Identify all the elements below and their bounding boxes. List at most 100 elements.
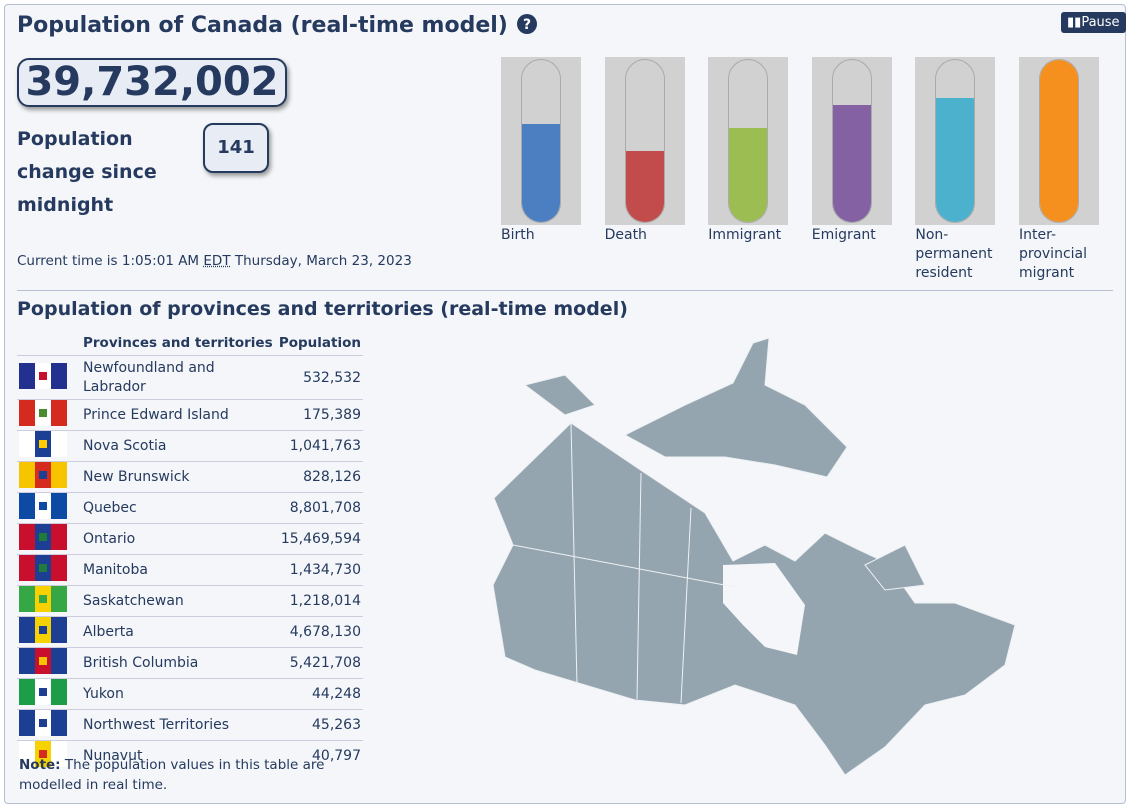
province-population: 828,126 <box>276 461 363 493</box>
gauge-tube <box>728 59 769 223</box>
gauge-fill <box>729 128 768 222</box>
flag <box>19 400 67 426</box>
flag-cell <box>17 461 81 493</box>
table-row: Prince Edward Island 175,389 <box>17 399 363 431</box>
table-row: Alberta 4,678,130 <box>17 616 363 648</box>
flag-cell <box>17 492 81 524</box>
province-population: 1,041,763 <box>276 430 363 462</box>
gauge <box>811 57 892 225</box>
gauge-tube <box>624 59 665 223</box>
flag-cell <box>17 355 81 400</box>
province-population: 44,248 <box>276 678 363 710</box>
column-header: Provinces and territories <box>81 331 277 356</box>
flag <box>19 493 67 519</box>
gauge <box>915 57 996 225</box>
note: Note: The population values in this tabl… <box>19 755 329 795</box>
gauge-fill <box>832 105 871 222</box>
province-name: Ontario <box>81 523 277 555</box>
table-row: Northwest Territories 45,263 <box>17 709 363 741</box>
flag <box>19 555 67 581</box>
province-name: Yukon <box>81 678 277 710</box>
gauge-fill <box>522 124 560 222</box>
header-row: Provinces and territories Population <box>17 331 363 356</box>
table-row: Nunavut 40,797 <box>17 740 363 771</box>
flag-cell <box>17 678 81 710</box>
time-zone: EDT <box>203 253 231 269</box>
note-text: The population values in this table are … <box>19 757 325 793</box>
help-icon[interactable]: ? <box>516 13 538 35</box>
gauge-label: Death <box>604 227 647 243</box>
gauge-tube <box>935 59 976 223</box>
flag <box>19 586 67 612</box>
table-row: British Columbia 5,421,708 <box>17 647 363 679</box>
province-table: Provinces and territories Population Newf… <box>17 331 363 771</box>
flag <box>19 524 67 550</box>
province-name: Alberta <box>81 616 277 648</box>
divider <box>17 290 1113 291</box>
province-name: Newfoundland and Labrador <box>81 355 277 400</box>
flag <box>19 462 67 488</box>
table-row: Ontario 15,469,594 <box>17 523 363 555</box>
current-time: Current time is 1:05:01 AM EDT Thursday,… <box>17 253 412 269</box>
flag-cell <box>17 523 81 555</box>
column-header: Population <box>276 331 363 356</box>
province-population: 5,421,708 <box>276 647 363 679</box>
flag-cell <box>17 399 81 431</box>
flag <box>19 431 67 457</box>
date-text: Thursday, March 23, 2023 <box>234 253 412 269</box>
province-name: British Columbia <box>81 647 277 679</box>
gauge-fill <box>1040 60 1078 222</box>
flag <box>19 710 67 736</box>
pause-button[interactable]: ▮▮Pause <box>1061 12 1126 33</box>
flag-cell <box>17 554 81 586</box>
province-population: 45,263 <box>276 709 363 741</box>
province-name: Saskatchewan <box>81 585 277 617</box>
table-row: Yukon 44,248 <box>17 678 363 710</box>
province-population: 8,801,708 <box>276 492 363 524</box>
flag-header <box>17 331 81 356</box>
gauge-label: Inter-provincial migrant <box>1019 227 1088 281</box>
flag-cell <box>17 616 81 648</box>
table-row: Nova Scotia 1,041,763 <box>17 430 363 462</box>
table-row: Saskatchewan 1,218,014 <box>17 585 363 617</box>
table-row: Manitoba 1,434,730 <box>17 554 363 586</box>
province-name: New Brunswick <box>81 461 277 493</box>
flag-cell <box>17 430 81 462</box>
population-counter: 39,732,002 <box>17 58 287 107</box>
canada-map <box>492 337 1016 776</box>
province-name: Nunavut <box>81 740 277 771</box>
table-row: New Brunswick 828,126 <box>17 461 363 493</box>
flag-cell <box>17 585 81 617</box>
gauge-label: Emigrant <box>811 227 876 243</box>
province-name: Quebec <box>81 492 277 524</box>
province-population: 1,434,730 <box>276 554 363 586</box>
province-population: 4,678,130 <box>276 616 363 648</box>
province-name: Nova Scotia <box>81 430 277 462</box>
change-value: 141 <box>203 123 269 173</box>
table-row: Newfoundland and Labrador 532,532 <box>17 355 363 400</box>
province-population: 1,218,014 <box>276 585 363 617</box>
gauge-tube <box>831 59 872 223</box>
gauge-label: Immigrant <box>708 227 782 243</box>
title: Population of Canada (real-time model) ? <box>17 13 538 38</box>
gauge-tube <box>521 59 561 223</box>
time-text: Current time is 1:05:01 AM <box>17 253 200 269</box>
change-label: Population change since midnight <box>17 128 157 216</box>
pause-label: Pause <box>1081 15 1120 30</box>
flag-cell <box>17 647 81 679</box>
province-name: Prince Edward Island <box>81 399 277 431</box>
province-name: Manitoba <box>81 554 277 586</box>
gauge-fill <box>625 151 664 222</box>
flag <box>19 617 67 643</box>
flag <box>19 679 67 705</box>
section-title: Population of provinces and territories … <box>17 298 628 320</box>
province-population: 175,389 <box>276 399 363 431</box>
gauge-fill <box>936 98 975 222</box>
flag-cell <box>17 709 81 741</box>
gauge <box>708 57 789 225</box>
gauge <box>1019 57 1099 225</box>
flag <box>19 741 67 767</box>
note-label: Note: <box>19 757 61 773</box>
flag-cell <box>17 740 81 771</box>
flag <box>19 362 67 389</box>
